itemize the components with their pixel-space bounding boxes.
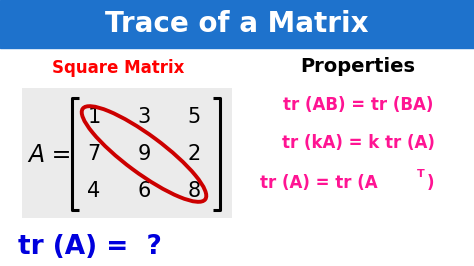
Text: A =: A = bbox=[28, 143, 72, 167]
Text: 2: 2 bbox=[187, 144, 201, 164]
Text: 4: 4 bbox=[87, 181, 100, 201]
Bar bbox=[0, 0, 474, 48]
Text: Properties: Properties bbox=[301, 56, 416, 76]
Text: 7: 7 bbox=[87, 144, 100, 164]
Text: T: T bbox=[417, 169, 425, 179]
Text: 3: 3 bbox=[137, 107, 151, 127]
Text: 5: 5 bbox=[187, 107, 201, 127]
Text: Square Matrix: Square Matrix bbox=[52, 59, 184, 77]
Text: tr (A) =  ?: tr (A) = ? bbox=[18, 234, 162, 260]
Text: 9: 9 bbox=[137, 144, 151, 164]
Text: 8: 8 bbox=[187, 181, 201, 201]
Text: tr (A) = tr (A: tr (A) = tr (A bbox=[260, 174, 378, 192]
Text: tr (kA) = k tr (A): tr (kA) = k tr (A) bbox=[282, 134, 435, 152]
Text: ): ) bbox=[427, 174, 435, 192]
Text: Trace of a Matrix: Trace of a Matrix bbox=[105, 10, 369, 38]
Bar bbox=[22, 88, 232, 218]
Text: 1: 1 bbox=[87, 107, 100, 127]
Text: tr (AB) = tr (BA): tr (AB) = tr (BA) bbox=[283, 96, 433, 114]
Text: 6: 6 bbox=[137, 181, 151, 201]
